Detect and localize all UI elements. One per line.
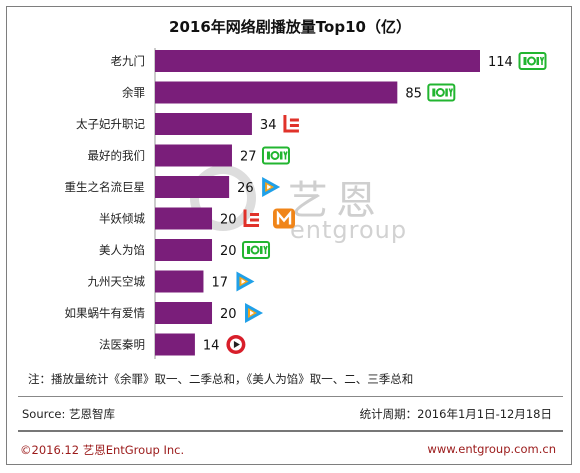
category-label: 余罪	[122, 86, 145, 100]
chart-title: 2016年网络剧播放量Top10（亿）	[169, 18, 411, 36]
iqiyi-logo-icon	[518, 52, 547, 70]
tencent-video-logo-icon	[262, 177, 281, 197]
bar	[155, 207, 213, 230]
data-label: 20	[220, 307, 237, 322]
category-label: 半妖倾城	[99, 212, 145, 226]
bar	[155, 302, 213, 324]
data-label: 20	[220, 244, 237, 259]
data-label: 34	[260, 118, 277, 133]
stat-period: 统计周期：2016年1月1日-12月18日	[359, 407, 552, 421]
data-label: 26	[237, 181, 254, 196]
category-label: 重生之名流巨星	[65, 180, 146, 194]
watermark-text: entgroup	[290, 216, 408, 244]
bar	[155, 81, 398, 104]
category-label: 如果蜗牛有爱情	[65, 306, 146, 320]
iqiyi-logo-icon	[427, 83, 456, 102]
tencent-video-logo-icon	[245, 303, 264, 323]
mango-tv-logo-icon	[273, 208, 296, 229]
letv-logo-icon	[283, 115, 299, 133]
data-label: 14	[203, 339, 220, 354]
website-link[interactable]: www.entgroup.com.cn	[427, 442, 556, 456]
chart-frame	[6, 6, 572, 465]
divider	[18, 396, 563, 397]
category-label: 最好的我们	[88, 149, 146, 163]
iqiyi-logo-icon	[261, 146, 290, 165]
bar	[155, 333, 195, 356]
source-label: Source: 艺恩智库	[22, 407, 116, 421]
bar	[155, 50, 480, 72]
sohu-video-logo-icon	[226, 335, 246, 354]
category-label: 九州天空城	[88, 275, 146, 289]
bar	[155, 144, 232, 167]
data-label: 114	[488, 55, 513, 70]
category-label: 太子妃升职记	[76, 117, 145, 131]
watermark-glyphs: 艺恩	[288, 178, 384, 224]
letv-logo-icon	[243, 209, 260, 227]
bar	[155, 239, 213, 261]
category-label: 美人为馅	[99, 243, 145, 257]
data-label: 17	[211, 276, 228, 291]
footnote: 注：播放量统计《余罪》取一、二季总和，《美人为馅》取一、二、三季总和	[28, 372, 414, 386]
divider	[18, 430, 563, 432]
bar	[155, 113, 252, 135]
copyright: ©2016.12 艺恩EntGroup Inc.	[20, 443, 185, 457]
bar	[155, 176, 230, 198]
bar	[155, 270, 204, 293]
category-label: 老九门	[111, 54, 146, 68]
iqiyi-logo-icon	[242, 241, 271, 259]
data-label: 20	[220, 213, 237, 228]
data-label: 27	[240, 150, 257, 165]
data-label: 85	[405, 87, 422, 102]
category-label: 法医秦明	[99, 338, 145, 352]
tencent-video-logo-icon	[236, 271, 255, 292]
